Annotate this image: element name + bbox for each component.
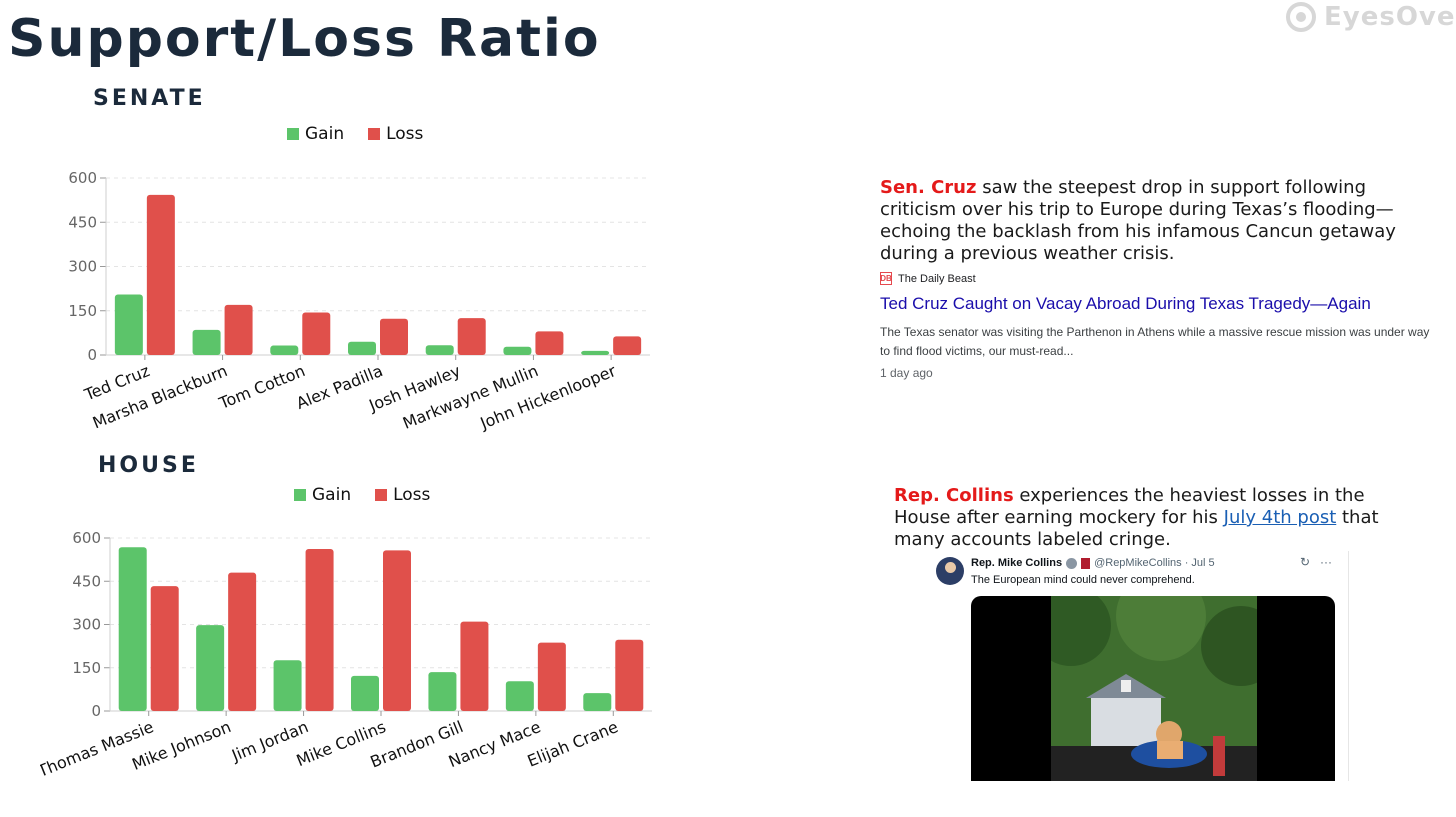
y-tick-label: 150 xyxy=(68,302,97,320)
y-tick-label: 300 xyxy=(68,258,97,276)
loss-swatch xyxy=(375,489,388,501)
bar-loss xyxy=(146,194,175,355)
avatar[interactable] xyxy=(936,557,964,585)
bar-gain xyxy=(583,693,612,711)
video-scene-illustration xyxy=(1051,596,1257,781)
bar-gain xyxy=(196,625,225,711)
eyesover-logo-icon xyxy=(1286,2,1316,32)
house-note-highlight: Rep. Collins xyxy=(894,485,1014,506)
tweet-actions: ↻ ··· xyxy=(1300,555,1332,569)
news-source: DB The Daily Beast xyxy=(880,272,1440,285)
y-tick-label: 450 xyxy=(68,213,97,231)
legend-gain[interactable]: Gain xyxy=(294,485,351,505)
y-tick-label: 0 xyxy=(87,346,97,364)
refresh-icon[interactable]: ↻ xyxy=(1299,555,1310,569)
senate-legend: Gain Loss xyxy=(287,124,423,144)
verified-badge-icon xyxy=(1066,557,1078,569)
x-tick-label: Marsha Blackburn xyxy=(90,361,230,432)
brand-logo-text: EyesOver xyxy=(1324,2,1456,32)
y-tick-label: 450 xyxy=(72,572,101,590)
bar-loss xyxy=(228,572,257,711)
news-timestamp: 1 day ago xyxy=(880,366,933,380)
gain-swatch xyxy=(287,128,299,140)
house-note-text-after: that many accounts labeled cringe. xyxy=(894,507,1379,550)
video-frame xyxy=(1051,596,1257,781)
bar-gain xyxy=(118,547,147,711)
y-tick-label: 300 xyxy=(72,616,101,634)
house-note: Rep. Collins experiences the heaviest lo… xyxy=(894,485,1414,551)
bar-loss xyxy=(305,548,334,711)
bar-gain xyxy=(114,294,143,355)
bar-loss xyxy=(537,642,566,711)
y-tick-label: 600 xyxy=(68,169,97,187)
house-legend: Gain Loss xyxy=(294,485,430,505)
bar-gain xyxy=(351,675,379,711)
legend-loss-label: Loss xyxy=(393,485,431,505)
gain-swatch xyxy=(294,489,306,501)
news-source-name: The Daily Beast xyxy=(898,272,976,285)
senate-note-highlight: Sen. Cruz xyxy=(880,177,977,198)
y-tick-label: 150 xyxy=(72,659,101,677)
legend-gain-label: Gain xyxy=(312,485,352,505)
bar-gain xyxy=(273,660,302,711)
x-tick-label: Tom Cotton xyxy=(215,361,307,413)
bar-gain xyxy=(192,329,221,355)
bar-gain xyxy=(505,681,534,711)
y-tick-label: 0 xyxy=(91,702,101,720)
bar-loss xyxy=(613,336,642,355)
senate-note: Sen. Cruz saw the steepest drop in suppo… xyxy=(880,177,1445,265)
loss-swatch xyxy=(368,128,381,140)
x-tick-label: John Hickenlooper xyxy=(477,361,619,433)
tweet-text: The European mind could never comprehend… xyxy=(971,574,1195,586)
bar-loss xyxy=(302,312,331,355)
bar-loss xyxy=(535,331,564,355)
tweet-video[interactable] xyxy=(971,596,1335,781)
legend-loss[interactable]: Loss xyxy=(368,124,423,144)
legend-loss[interactable]: Loss xyxy=(375,485,430,505)
senate-section-label: SENATE xyxy=(93,86,206,111)
bar-gain xyxy=(428,672,457,711)
july-4th-post-link[interactable]: July 4th post xyxy=(1223,507,1337,528)
house-section-label: HOUSE xyxy=(98,453,199,478)
bar-loss xyxy=(380,318,408,355)
house-note-text-before: experiences the heaviest losses in the H… xyxy=(894,485,1365,528)
y-tick-label: 600 xyxy=(72,529,101,547)
tweet-author-name[interactable]: Rep. Mike Collins xyxy=(971,557,1063,569)
bar-gain xyxy=(270,345,299,355)
x-tick-label: Markwayne Mullin xyxy=(400,361,541,433)
bar-loss xyxy=(460,621,489,711)
bar-loss xyxy=(150,586,179,711)
bar-loss xyxy=(615,639,644,711)
legend-gain[interactable]: Gain xyxy=(287,124,344,144)
page-title: Support/Loss Ratio xyxy=(8,9,601,69)
bar-gain xyxy=(581,350,610,355)
legend-loss-label: Loss xyxy=(386,124,424,144)
senate-note-text: saw the steepest drop in support followi… xyxy=(880,177,1396,264)
tweet-card[interactable]: Rep. Mike Collins @RepMikeCollins · Jul … xyxy=(928,551,1349,781)
flag-icon xyxy=(1081,557,1091,569)
bar-gain xyxy=(503,346,532,355)
bar-gain xyxy=(425,345,454,355)
legend-gain-label: Gain xyxy=(305,124,345,144)
more-options-icon[interactable]: ··· xyxy=(1320,555,1332,569)
news-card[interactable]: DB The Daily Beast Ted Cruz Caught on Va… xyxy=(880,272,1440,380)
daily-beast-icon: DB xyxy=(880,272,892,285)
news-snippet: The Texas senator was visiting the Parth… xyxy=(880,325,1430,358)
tweet-header: Rep. Mike Collins @RepMikeCollins · Jul … xyxy=(971,557,1215,569)
bar-loss xyxy=(224,304,253,355)
brand-logo: EyesOver xyxy=(1286,2,1456,32)
news-headline-link[interactable]: Ted Cruz Caught on Vacay Abroad During T… xyxy=(880,294,1371,313)
bar-loss xyxy=(457,318,486,355)
tweet-handle: @RepMikeCollins · Jul 5 xyxy=(1094,557,1215,569)
bar-loss xyxy=(383,550,411,711)
bar-gain xyxy=(348,341,376,355)
